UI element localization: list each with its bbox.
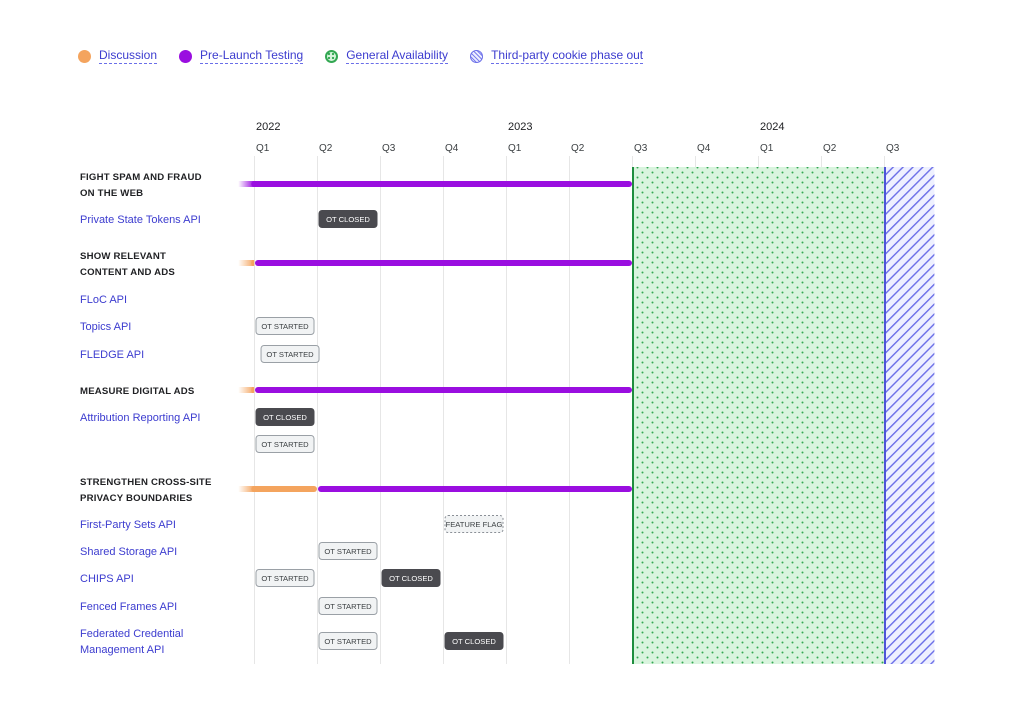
year-label: 2024 bbox=[760, 121, 784, 133]
badge-label: OT STARTED bbox=[324, 547, 372, 556]
discussion-bar bbox=[251, 387, 254, 393]
orange-dot-icon bbox=[78, 49, 91, 63]
section-label: ON THE WEB bbox=[80, 188, 143, 199]
legend-item-discussion[interactable]: Discussion bbox=[78, 48, 158, 64]
ot-closed-badge bbox=[318, 210, 378, 228]
badge-label: OT CLOSED bbox=[263, 413, 307, 422]
ot-started-badge bbox=[318, 542, 378, 560]
quarter-label: Q1 bbox=[508, 143, 522, 154]
discussion-bar bbox=[251, 260, 254, 266]
ot-closed-badge bbox=[381, 569, 441, 587]
badge-label: OT CLOSED bbox=[452, 637, 496, 646]
api-label[interactable]: Shared Storage API bbox=[80, 546, 177, 558]
year-label: 2023 bbox=[508, 121, 532, 133]
blue-striped-circle-icon bbox=[470, 49, 484, 63]
quarter-label: Q4 bbox=[445, 143, 459, 154]
pre-launch-testing-bar bbox=[318, 486, 632, 492]
cookie-phase-out-region bbox=[884, 167, 935, 664]
ot-closed-badge bbox=[255, 408, 315, 426]
badge-label: OT CLOSED bbox=[326, 215, 370, 224]
badge-label: OT STARTED bbox=[324, 602, 372, 611]
ot-started-badge bbox=[260, 345, 320, 363]
legend: Discussion Pre-Launch Testing General Av… bbox=[78, 46, 644, 66]
badge-label: FEATURE FLAG bbox=[446, 520, 503, 529]
pre-launch-testing-bar bbox=[251, 181, 632, 187]
general-availability-region bbox=[632, 167, 884, 664]
discussion-bar-fade bbox=[238, 387, 255, 393]
api-label[interactable]: Fenced Frames API bbox=[80, 601, 177, 613]
year-label: 2022 bbox=[256, 121, 280, 133]
pre-launch-testing-bar bbox=[255, 387, 632, 393]
api-label[interactable]: First-Party Sets API bbox=[80, 519, 176, 531]
api-label[interactable]: Federated Credential bbox=[80, 628, 183, 640]
api-label[interactable]: FLEDGE API bbox=[80, 349, 144, 361]
pretest-bar-fade bbox=[238, 181, 255, 187]
legend-item-general-availability[interactable]: General Availability bbox=[325, 48, 449, 64]
discussion-bar-fade bbox=[238, 260, 255, 266]
feature-flag-badge bbox=[444, 515, 504, 533]
section-label: CONTENT AND ADS bbox=[80, 267, 175, 278]
quarter-label: Q2 bbox=[319, 143, 333, 154]
badge-label: OT STARTED bbox=[261, 440, 309, 449]
section-label: MEASURE DIGITAL ADS bbox=[80, 386, 195, 397]
legend-item-pre-launch-testing[interactable]: Pre-Launch Testing bbox=[179, 48, 304, 64]
legend-label-third-party-cookie-phase-out[interactable]: Third-party cookie phase out bbox=[491, 48, 644, 64]
quarter-label: Q1 bbox=[760, 143, 774, 154]
quarter-label: Q1 bbox=[256, 143, 270, 154]
api-label[interactable]: Private State Tokens API bbox=[80, 214, 201, 226]
legend-label-discussion[interactable]: Discussion bbox=[99, 48, 158, 64]
ot-closed-badge bbox=[444, 632, 504, 650]
quarter-label: Q3 bbox=[382, 143, 396, 154]
badge-label: OT STARTED bbox=[266, 350, 314, 359]
ot-started-badge bbox=[318, 632, 378, 650]
quarter-label: Q4 bbox=[697, 143, 711, 154]
section-label: FIGHT SPAM AND FRAUD bbox=[80, 172, 202, 183]
legend-label-pre-launch-testing[interactable]: Pre-Launch Testing bbox=[200, 48, 304, 64]
badge-label: OT STARTED bbox=[261, 574, 309, 583]
section-label: SHOW RELEVANT bbox=[80, 251, 166, 262]
api-label[interactable]: Topics API bbox=[80, 321, 131, 333]
discussion-bar-fade bbox=[238, 486, 255, 492]
ot-started-badge bbox=[318, 597, 378, 615]
api-label[interactable]: CHIPS API bbox=[80, 573, 134, 585]
quarter-label: Q2 bbox=[823, 143, 837, 154]
badge-label: OT STARTED bbox=[261, 322, 309, 331]
purple-dot-icon bbox=[179, 49, 193, 63]
ot-started-badge bbox=[255, 435, 315, 453]
ot-started-badge bbox=[255, 569, 315, 587]
badge-label: OT CLOSED bbox=[389, 574, 433, 583]
green-dotted-circle-icon bbox=[325, 49, 339, 63]
api-label[interactable]: Management API bbox=[80, 644, 164, 656]
section-label: STRENGTHEN CROSS-SITE bbox=[80, 477, 212, 488]
pre-launch-testing-bar bbox=[255, 260, 632, 266]
ot-started-badge bbox=[255, 317, 315, 335]
legend-label-general-availability[interactable]: General Availability bbox=[346, 48, 449, 64]
quarter-label: Q2 bbox=[571, 143, 585, 154]
discussion-bar bbox=[251, 486, 317, 492]
section-label: PRIVACY BOUNDARIES bbox=[80, 493, 193, 504]
quarter-label: Q3 bbox=[886, 143, 900, 154]
api-label[interactable]: Attribution Reporting API bbox=[80, 412, 200, 424]
legend-item-third-party-cookie-phase-out[interactable]: Third-party cookie phase out bbox=[470, 48, 644, 64]
api-label[interactable]: FLoC API bbox=[80, 294, 127, 306]
quarter-label: Q3 bbox=[634, 143, 648, 154]
badge-label: OT STARTED bbox=[324, 637, 372, 646]
